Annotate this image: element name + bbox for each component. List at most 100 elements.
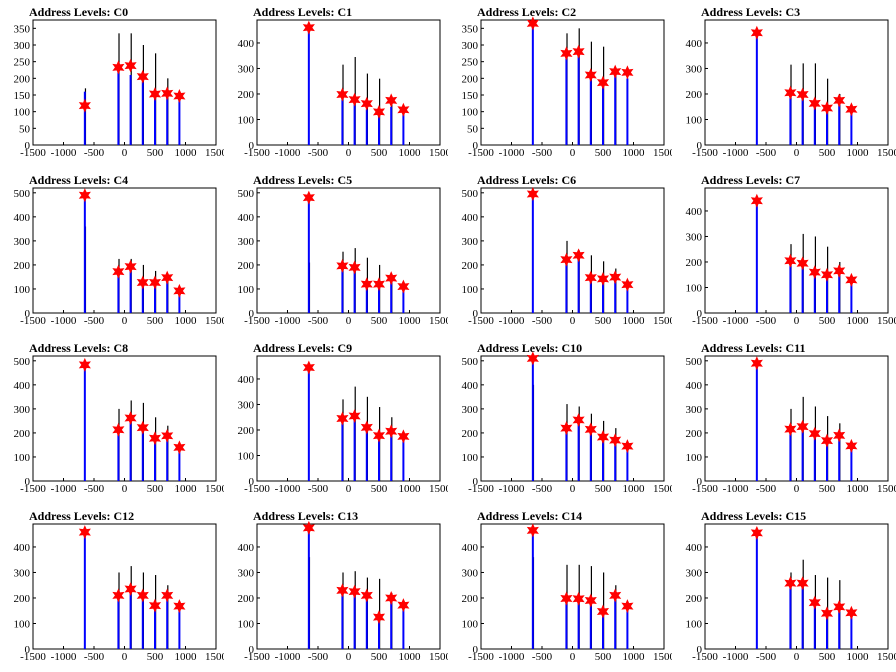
x-tick-label: -500 [756, 483, 777, 495]
subplot-15: Address Levels: C15 0 100 200 300 400 -1500 -10… [686, 509, 896, 663]
y-tick-label: 350 [14, 23, 31, 35]
peak-marker [609, 270, 622, 285]
peak-marker [526, 351, 539, 366]
y-tick-label: 300 [14, 404, 31, 416]
y-tick-label: 100 [14, 452, 31, 464]
y-tick-label: 200 [14, 593, 31, 605]
y-tick-label: 0 [249, 476, 255, 488]
x-tick-label: -1500 [20, 651, 46, 663]
x-tick-label: -1000 [51, 483, 77, 495]
y-tick-label: 400 [14, 380, 31, 392]
peak-marker [173, 599, 186, 614]
chart-title: Address Levels: C1 [253, 5, 352, 19]
x-tick-label: 500 [819, 483, 836, 495]
subplot-7: Address Levels: C7 0 100 200 300 400 -1500 -100… [686, 173, 896, 327]
y-tick-label: 400 [238, 38, 255, 50]
x-tick-label: -1000 [51, 651, 77, 663]
y-tick-label: 200 [14, 73, 31, 85]
peak-marker [584, 593, 597, 608]
peak-marker [750, 525, 763, 540]
y-tick-label: 200 [238, 425, 255, 437]
x-tick-label: 1000 [399, 651, 422, 663]
y-tick-label: 200 [686, 593, 703, 605]
peak-marker [796, 256, 809, 271]
x-tick-label: -500 [532, 483, 553, 495]
y-tick-label: 0 [249, 644, 255, 656]
y-tick-label: 200 [686, 428, 703, 440]
x-tick-label: 1500 [429, 651, 448, 663]
y-tick-label: 100 [14, 618, 31, 630]
x-tick-label: 1500 [205, 651, 224, 663]
peak-marker [336, 258, 349, 273]
peak-marker [161, 428, 174, 443]
x-tick-label: -1000 [723, 651, 749, 663]
y-tick-label: 100 [686, 114, 703, 126]
peak-marker [621, 439, 634, 454]
peak-marker [112, 264, 125, 279]
y-tick-label: 400 [462, 380, 479, 392]
plot-frame [480, 19, 665, 146]
peak-marker [336, 87, 349, 102]
x-tick-label: 1500 [429, 147, 448, 159]
peak-marker [78, 188, 91, 203]
x-tick-label: -1500 [244, 315, 270, 327]
y-tick-label: 500 [238, 188, 255, 200]
peak-marker [596, 271, 610, 286]
x-tick-label: -1500 [244, 483, 270, 495]
x-tick-label: 0 [570, 651, 576, 663]
peak-marker [336, 583, 349, 598]
peak-marker [609, 588, 622, 603]
chart-title: Address Levels: C9 [253, 341, 352, 355]
peak-marker [621, 277, 634, 292]
peak-marker [148, 598, 162, 613]
y-tick-label: 300 [462, 40, 479, 52]
peak-marker [796, 87, 809, 102]
peak-marker [161, 86, 174, 101]
x-tick-label: -1000 [723, 315, 749, 327]
peak-marker [808, 595, 821, 610]
peak-marker [526, 523, 539, 538]
subplot-11: Address Levels: C11 0 100 200 300 400 500 -1500… [686, 341, 896, 495]
peak-marker [820, 606, 834, 621]
x-tick-label: 1000 [175, 315, 198, 327]
peak-marker [808, 96, 821, 111]
x-tick-label: 1500 [877, 315, 896, 327]
y-tick-label: 400 [238, 212, 255, 224]
x-tick-label: 500 [595, 315, 612, 327]
x-tick-label: 0 [346, 651, 352, 663]
y-tick-label: 200 [238, 89, 255, 101]
peak-marker [302, 20, 315, 35]
peak-marker [112, 60, 125, 75]
x-tick-label: 1500 [205, 147, 224, 159]
y-tick-label: 0 [473, 644, 479, 656]
subplot-0: Address Levels: C0 0 50 100 150 200 250 300 350 -… [14, 5, 225, 159]
subplot-5: Address Levels: C50100200300400500-1500-… [238, 173, 449, 327]
peak-marker [348, 408, 361, 423]
y-tick-label: 400 [686, 206, 703, 218]
y-tick-label: 400 [686, 380, 703, 392]
peak-marker [124, 411, 137, 426]
subplot-10: Address Levels: C10 0 100 200 300 400 500 -1500… [462, 341, 673, 495]
x-tick-label: 1500 [653, 483, 672, 495]
x-tick-label: -500 [308, 315, 329, 327]
y-tick-label: 150 [462, 90, 479, 102]
x-tick-label: 500 [595, 651, 612, 663]
y-tick-label: 100 [686, 282, 703, 294]
x-tick-label: -500 [308, 651, 329, 663]
x-tick-label: -1000 [499, 315, 525, 327]
subplot-9: Address Levels: C9 0 100 200 300 400 -1500 -100… [238, 341, 449, 495]
chart-title: Address Levels: C4 [29, 173, 128, 187]
peak-marker [560, 46, 573, 61]
peak-marker [124, 582, 137, 597]
y-tick-label: 0 [25, 644, 31, 656]
peak-marker [124, 259, 137, 274]
peak-marker [336, 411, 349, 426]
peak-marker [397, 102, 410, 117]
y-tick-label: 100 [14, 107, 31, 119]
peak-marker [833, 263, 846, 278]
y-tick-label: 300 [238, 567, 255, 579]
peak-marker [796, 419, 809, 434]
peak-marker [820, 267, 834, 282]
y-tick-label: 400 [462, 542, 479, 554]
x-tick-label: -500 [532, 147, 553, 159]
